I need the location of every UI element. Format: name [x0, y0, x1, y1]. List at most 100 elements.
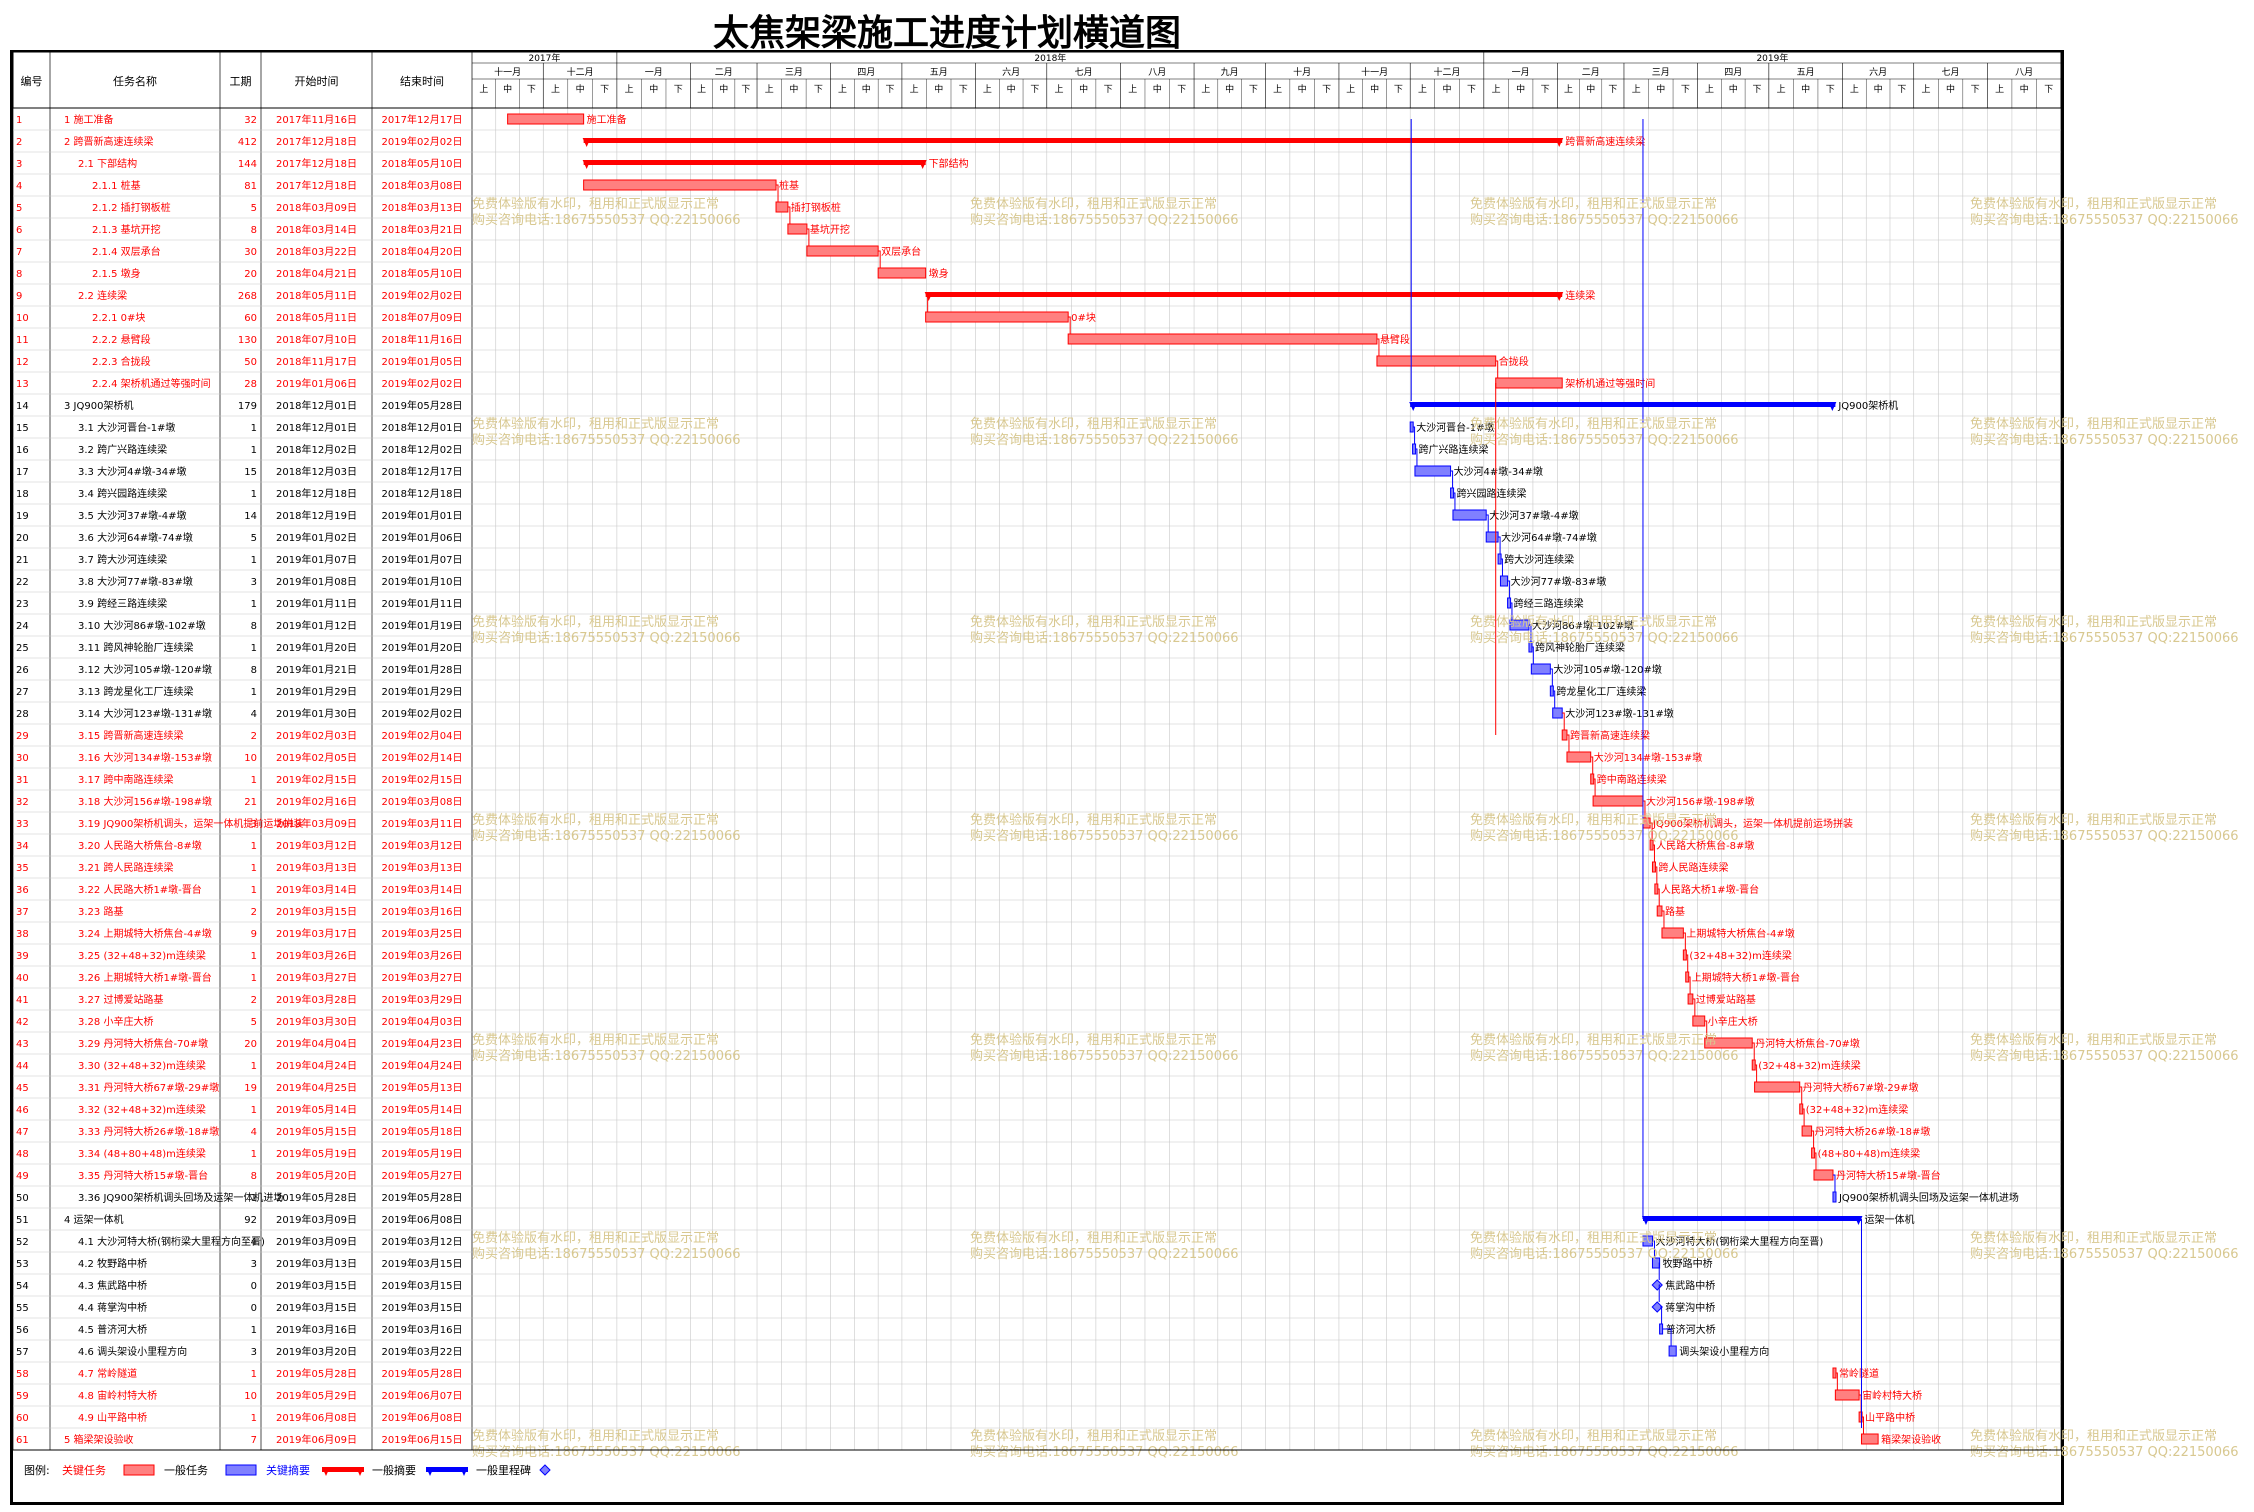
watermark-line2: 购买咨询电话:18675550537 QQ:22150066: [970, 1246, 1239, 1262]
watermark-line1: 免费体验版有水印，租用和正式版显示正常: [472, 614, 719, 630]
dependency-link: [1642, 800, 1646, 818]
task-start: 2018年12月01日: [276, 421, 357, 434]
task-bar: [507, 113, 585, 125]
task-end: 2019年03月12日: [382, 1235, 463, 1248]
bar-label: 宙岭村特大桥: [1862, 1389, 1922, 1402]
task-duration: 1: [251, 1193, 257, 1204]
task-duration: 92: [244, 1215, 257, 1226]
month-label: 四月: [1724, 67, 1742, 78]
task-end: 2018年07月09日: [382, 311, 463, 324]
task-name: 3.20 人民路大桥焦台-8#墩: [78, 839, 202, 852]
task-name: 4 运架一体机: [64, 1213, 124, 1226]
dekad-label: 中: [1801, 83, 1810, 95]
task-end: 2019年04月03日: [382, 1015, 463, 1028]
task-name: 4.4 蒋掌沟中桥: [78, 1301, 147, 1314]
bar-label: 常岭隧道: [1839, 1367, 1879, 1380]
dependency-link: [1755, 1064, 1758, 1082]
dependency-link: [1660, 1306, 1663, 1324]
watermark-line2: 购买咨询电话:18675550537 QQ:22150066: [1970, 1246, 2239, 1262]
task-name: 3.26 上期城特大桥1#墩-晋台: [78, 971, 212, 984]
task-duration: 1: [251, 951, 257, 962]
watermark-line2: 购买咨询电话:18675550537 QQ:22150066: [472, 1048, 741, 1064]
bar-label: 大沙河晋台-1#墩: [1416, 421, 1494, 434]
task-id: 20: [16, 533, 29, 544]
task-duration: 1: [251, 775, 257, 786]
task-start: 2018年05月11日: [276, 289, 357, 302]
task-start: 2019年04月24日: [276, 1059, 357, 1072]
dekad-label: 中: [1153, 83, 1162, 95]
dependency-link: [1562, 712, 1565, 730]
watermark-line1: 免费体验版有水印，租用和正式版显示正常: [472, 1428, 719, 1444]
bar-label: 双层承台: [881, 245, 921, 258]
task-id: 18: [16, 489, 29, 500]
dependency-link: [1799, 1086, 1803, 1104]
dependency-link: [1692, 998, 1696, 1016]
task-name: 4.6 调头架设小里程方向: [78, 1345, 187, 1358]
dependency-link: [1593, 778, 1596, 796]
task-duration: 8: [251, 665, 257, 676]
watermark-line2: 购买咨询电话:18675550537 QQ:22150066: [970, 1048, 1239, 1064]
bar-label: 跨风神轮胎厂连续梁: [1535, 641, 1625, 654]
task-duration: 60: [244, 313, 257, 324]
dekad-label: 上: [479, 84, 488, 95]
dekad-label: 中: [1443, 83, 1452, 95]
task-duration: 0: [251, 1281, 257, 1292]
task-duration: 1: [251, 1325, 257, 1336]
watermark-line2: 购买咨询电话:18675550537 QQ:22150066: [1470, 212, 1739, 228]
watermark-line1: 免费体验版有水印，租用和正式版显示正常: [1970, 416, 2217, 432]
task-start: 2019年03月13日: [276, 861, 357, 874]
watermark-line1: 免费体验版有水印，租用和正式版显示正常: [970, 1428, 1217, 1444]
task-start: 2019年03月15日: [276, 1279, 357, 1292]
task-name: 3.31 丹河特大桥67#墩-29#墩: [78, 1081, 219, 1094]
watermark-line2: 购买咨询电话:18675550537 QQ:22150066: [1470, 1444, 1739, 1460]
task-end: 2019年05月28日: [382, 1367, 463, 1380]
task-id: 4: [16, 181, 22, 192]
watermark-line2: 购买咨询电话:18675550537 QQ:22150066: [970, 828, 1239, 844]
task-duration: 3: [251, 1259, 257, 1270]
task-start: 2019年01月06日: [276, 377, 357, 390]
month-label: 六月: [1869, 66, 1887, 78]
task-id: 19: [16, 511, 29, 522]
task-bar: [877, 267, 927, 279]
task-bar: [1799, 1103, 1804, 1115]
dependency-link: [1376, 338, 1380, 356]
task-bar: [1376, 355, 1497, 367]
task-end: 2019年06月08日: [382, 1213, 463, 1226]
watermark-line1: 免费体验版有水印，租用和正式版显示正常: [970, 812, 1217, 828]
task-name: 3.27 过博爱站路基: [78, 993, 163, 1006]
bar-label: 丹河特大桥26#墩-18#墩: [1815, 1125, 1931, 1138]
summary-bar-start-cap: [582, 138, 591, 147]
task-end: 2019年04月24日: [382, 1059, 463, 1072]
dekad-label: 下: [600, 85, 609, 95]
task-name: 3.13 跨龙星化工厂连续梁: [78, 685, 193, 698]
watermark-line1: 免费体验版有水印，租用和正式版显示正常: [472, 416, 719, 432]
watermark-line1: 免费体验版有水印，租用和正式版显示正常: [970, 1230, 1217, 1246]
task-duration: 81: [244, 181, 257, 192]
task-end: 2019年03月14日: [382, 883, 463, 896]
task-duration: 5: [251, 1017, 257, 1028]
dependency-link: [1450, 470, 1454, 488]
task-duration: 30: [244, 247, 257, 258]
bar-label: 合拢段: [1499, 355, 1529, 368]
bar-label: 丹河特大桥15#墩-晋台: [1836, 1169, 1941, 1182]
bar-label: JQ900架桥机: [1837, 399, 1898, 412]
dependency-link: [1832, 1174, 1836, 1192]
task-duration: 1: [251, 863, 257, 874]
watermark-line2: 购买咨询电话:18675550537 QQ:22150066: [970, 1444, 1239, 1460]
bar-label: 过博爱站路基: [1696, 993, 1756, 1006]
dekad-label: 上: [1346, 84, 1355, 95]
task-bar: [1592, 795, 1644, 807]
dekad-label: 中: [934, 83, 943, 95]
month-label: 六月: [1002, 66, 1020, 78]
bar-label: 施工准备: [587, 113, 627, 126]
task-end: 2019年01月07日: [382, 553, 463, 566]
bar-label: 悬臂段: [1380, 333, 1410, 346]
task-end: 2019年03月15日: [382, 1257, 463, 1270]
month-label: 二月: [1582, 67, 1600, 78]
task-bar: [1499, 575, 1509, 587]
watermark-line1: 免费体验版有水印，租用和正式版显示正常: [1970, 1032, 2217, 1048]
task-duration: 4: [251, 709, 257, 720]
task-bar: [1552, 707, 1563, 719]
task-end: 2019年03月26日: [382, 949, 463, 962]
task-start: 2018年03月14日: [276, 223, 357, 236]
